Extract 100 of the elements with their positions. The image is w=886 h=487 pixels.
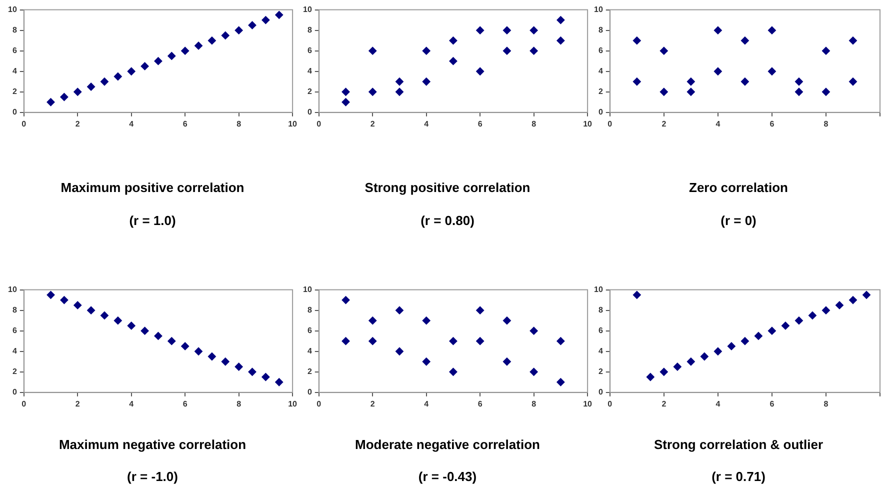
point [502, 316, 511, 325]
point [686, 88, 695, 96]
x-tick-label: 10 [583, 119, 593, 128]
point [422, 316, 430, 325]
y-tick-label: 4 [12, 346, 18, 356]
y-tick-label: 4 [12, 66, 18, 76]
point [530, 368, 538, 376]
x-tick-label: 0 [608, 399, 613, 408]
point [46, 98, 55, 106]
point [422, 358, 430, 366]
point [100, 311, 108, 320]
x-tick-label: 2 [75, 399, 80, 408]
point [140, 62, 149, 70]
point [449, 57, 458, 66]
point [422, 78, 430, 86]
point [221, 358, 230, 366]
point [168, 337, 176, 346]
x-tick-label: 10 [583, 399, 593, 408]
point [127, 322, 136, 330]
x-tick-label: 6 [770, 119, 775, 128]
point [476, 26, 484, 34]
y-tick-label: 6 [12, 326, 18, 336]
point [754, 332, 762, 340]
y-tick-label: 4 [307, 346, 312, 356]
point [660, 368, 668, 376]
x-tick-label: 4 [716, 399, 721, 408]
text: (r = 0) [720, 213, 758, 228]
x-tick-label: 10 [288, 119, 298, 128]
point [87, 82, 96, 91]
y-tick-label: 10 [594, 285, 604, 294]
y-tick-label: 4 [598, 66, 604, 76]
point [248, 21, 256, 30]
point [556, 378, 565, 386]
y-tick-label: 2 [598, 367, 604, 376]
point [502, 26, 511, 34]
x-tick-label: 2 [662, 399, 667, 408]
point [686, 358, 695, 366]
x-tick-label: 2 [370, 399, 376, 408]
point [794, 78, 803, 86]
x-tick-label: 8 [236, 119, 242, 128]
point [275, 10, 284, 19]
y-tick-label: 8 [598, 306, 604, 315]
text: Moderate negative correlation [354, 437, 541, 452]
point [632, 78, 641, 86]
point [127, 67, 136, 76]
x-tick-label: 4 [424, 399, 430, 408]
x-tick-label: 8 [236, 399, 242, 408]
point [530, 326, 538, 335]
point [342, 337, 350, 346]
point [556, 337, 565, 346]
x-tick-label: 8 [532, 399, 537, 408]
y-tick-label: 10 [302, 285, 312, 294]
y-tick-label: 6 [307, 326, 312, 336]
point [154, 57, 162, 66]
x-tick-label: 8 [824, 399, 829, 408]
point [234, 362, 243, 371]
point [181, 46, 190, 55]
x-tick-label: 8 [532, 119, 537, 128]
x-tick-label: 0 [22, 119, 27, 128]
point [395, 78, 404, 86]
point [395, 347, 404, 356]
y-tick-label: 6 [598, 326, 604, 336]
x-tick-label: 0 [316, 399, 322, 408]
point [781, 322, 790, 330]
point [848, 78, 857, 86]
point [114, 316, 122, 325]
point [368, 46, 377, 55]
point [449, 36, 458, 45]
point [46, 290, 55, 299]
point [221, 31, 230, 40]
point [740, 78, 749, 86]
point [275, 378, 284, 386]
point [556, 36, 565, 45]
y-tick-label: 2 [12, 367, 18, 376]
y-tick-label: 4 [307, 66, 312, 76]
point [262, 16, 270, 24]
point [476, 306, 484, 314]
y-tick-label: 6 [307, 46, 312, 56]
y-tick-label: 10 [8, 5, 18, 14]
point [714, 26, 722, 34]
point [395, 88, 404, 96]
point [740, 36, 749, 45]
point [502, 46, 511, 55]
x-tick-label: 4 [129, 119, 134, 128]
y-tick-label: 2 [307, 87, 312, 96]
point [632, 290, 641, 299]
x-tick-label: 4 [129, 399, 134, 408]
point [208, 36, 216, 45]
x-tick-label: 4 [424, 119, 430, 128]
point [208, 352, 216, 360]
point [714, 347, 722, 356]
point [848, 296, 857, 304]
y-tick-label: 6 [12, 46, 18, 56]
point [714, 67, 722, 76]
y-tick-label: 0 [12, 108, 18, 117]
x-tick-label: 6 [478, 399, 483, 408]
point [822, 306, 830, 314]
point [700, 352, 708, 360]
text: (r = 0.80) [420, 213, 476, 228]
point [822, 88, 830, 96]
